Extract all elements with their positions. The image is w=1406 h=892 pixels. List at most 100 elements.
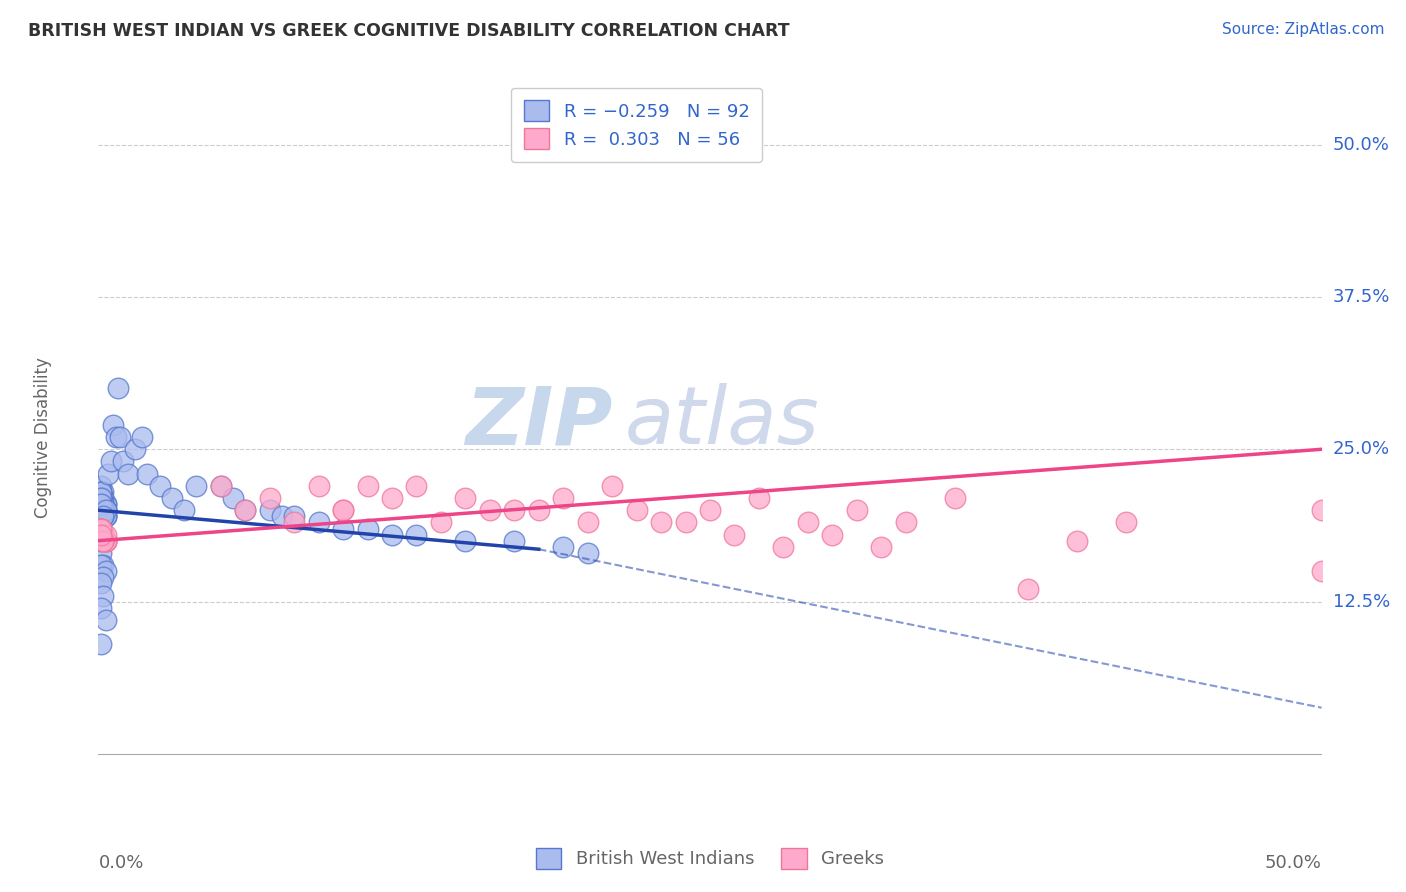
Point <box>149 479 172 493</box>
Text: 50.0%: 50.0% <box>1265 854 1322 872</box>
Point <box>94 503 117 517</box>
Point <box>94 533 117 548</box>
Point <box>91 503 114 517</box>
Point <box>94 509 117 524</box>
Point <box>94 497 117 511</box>
Point <box>626 503 648 517</box>
Text: 0.0%: 0.0% <box>98 854 143 872</box>
Point <box>90 497 112 511</box>
Point <box>91 503 114 517</box>
Point <box>209 479 232 493</box>
Point <box>90 491 112 505</box>
Point <box>527 503 550 517</box>
Point <box>381 491 404 505</box>
Point <box>110 430 132 444</box>
Point <box>91 533 114 548</box>
Point <box>107 381 129 395</box>
Point <box>259 503 281 517</box>
Point <box>94 533 117 548</box>
Point <box>90 521 112 535</box>
Point <box>943 491 966 505</box>
Text: 50.0%: 50.0% <box>1333 136 1389 153</box>
Point <box>90 521 112 535</box>
Point <box>91 570 114 584</box>
Point <box>91 589 114 603</box>
Point <box>503 503 526 517</box>
Point <box>723 527 745 541</box>
Point <box>600 479 623 493</box>
Point <box>91 491 114 505</box>
Point <box>699 503 721 517</box>
Point <box>111 454 134 468</box>
Point <box>870 540 893 554</box>
Point <box>90 521 112 535</box>
Point <box>332 521 354 535</box>
Point <box>91 509 114 524</box>
Point <box>91 503 114 517</box>
Point <box>91 527 114 541</box>
Point <box>90 558 112 573</box>
Point <box>748 491 770 505</box>
Point <box>233 503 256 517</box>
Point <box>90 485 112 500</box>
Point <box>90 533 112 548</box>
Point <box>90 491 112 505</box>
Point <box>90 521 112 535</box>
Point <box>845 503 868 517</box>
Point <box>94 564 117 578</box>
Point <box>94 503 117 517</box>
Text: BRITISH WEST INDIAN VS GREEK COGNITIVE DISABILITY CORRELATION CHART: BRITISH WEST INDIAN VS GREEK COGNITIVE D… <box>28 22 790 40</box>
Legend: R = −0.259   N = 92, R =  0.303   N = 56: R = −0.259 N = 92, R = 0.303 N = 56 <box>512 87 762 162</box>
Point <box>209 479 232 493</box>
Point <box>454 491 477 505</box>
Point <box>91 503 114 517</box>
Point <box>1310 503 1333 517</box>
Point <box>91 509 114 524</box>
Point <box>94 613 117 627</box>
Point <box>332 503 354 517</box>
Point <box>283 509 305 524</box>
Point <box>91 509 114 524</box>
Point <box>90 497 112 511</box>
Point <box>90 521 112 535</box>
Point <box>101 417 124 432</box>
Point <box>94 527 117 541</box>
Point <box>675 516 697 530</box>
Point <box>90 491 112 505</box>
Point <box>90 546 112 560</box>
Point <box>136 467 159 481</box>
Point <box>90 497 112 511</box>
Point <box>405 479 427 493</box>
Point <box>405 527 427 541</box>
Point <box>91 491 114 505</box>
Point <box>576 546 599 560</box>
Point <box>94 503 117 517</box>
Point <box>160 491 183 505</box>
Point <box>97 467 120 481</box>
Point <box>186 479 208 493</box>
Point <box>576 516 599 530</box>
Text: ZIP: ZIP <box>465 384 612 461</box>
Point <box>90 576 112 591</box>
Point <box>430 516 453 530</box>
Point <box>308 479 330 493</box>
Point <box>503 533 526 548</box>
Point <box>90 485 112 500</box>
Point <box>233 503 256 517</box>
Point <box>91 527 114 541</box>
Point <box>94 509 117 524</box>
Point <box>90 637 112 651</box>
Point <box>90 497 112 511</box>
Text: 37.5%: 37.5% <box>1333 288 1391 306</box>
Point <box>90 600 112 615</box>
Point <box>91 509 114 524</box>
Point <box>91 558 114 573</box>
Point <box>356 521 378 535</box>
Point <box>90 491 112 505</box>
Point <box>90 521 112 535</box>
Point <box>381 527 404 541</box>
Point <box>797 516 820 530</box>
Point <box>124 442 146 457</box>
Point <box>90 491 112 505</box>
Text: 25.0%: 25.0% <box>1333 441 1391 458</box>
